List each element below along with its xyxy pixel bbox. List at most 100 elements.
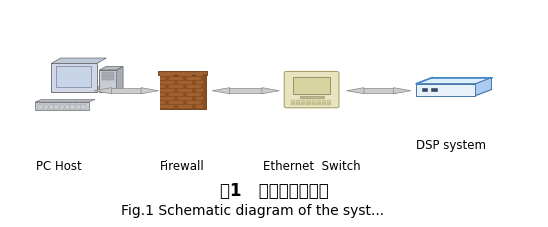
Bar xyxy=(306,104,311,105)
Bar xyxy=(65,108,70,109)
Bar xyxy=(60,108,65,109)
Polygon shape xyxy=(94,88,112,94)
Polygon shape xyxy=(35,99,95,102)
Bar xyxy=(296,104,300,105)
Bar xyxy=(81,105,86,106)
Bar xyxy=(101,78,115,80)
Bar xyxy=(38,108,43,109)
Bar xyxy=(54,105,59,106)
Bar xyxy=(160,73,174,76)
Bar xyxy=(301,103,305,104)
Bar xyxy=(301,102,305,103)
Bar xyxy=(56,66,92,87)
Bar xyxy=(290,103,295,104)
Bar xyxy=(306,102,311,103)
Bar xyxy=(81,103,86,104)
Bar xyxy=(49,106,54,108)
Bar xyxy=(81,108,86,109)
Bar xyxy=(44,108,48,109)
Bar xyxy=(322,100,326,101)
Bar xyxy=(76,103,81,104)
Bar xyxy=(101,75,115,77)
Bar xyxy=(44,106,48,108)
Bar xyxy=(296,103,300,104)
Bar xyxy=(51,64,97,92)
Bar xyxy=(160,97,174,100)
Bar xyxy=(169,93,183,96)
Bar xyxy=(178,73,192,76)
Bar xyxy=(416,84,475,96)
Text: 图1   系统结构示意图: 图1 系统结构示意图 xyxy=(220,182,328,200)
Bar xyxy=(178,105,192,108)
Bar xyxy=(187,77,201,80)
Bar xyxy=(49,103,54,104)
Bar xyxy=(317,100,321,101)
FancyBboxPatch shape xyxy=(284,72,339,108)
Text: DSP system: DSP system xyxy=(416,139,486,152)
Bar xyxy=(322,103,326,104)
Text: PC Host: PC Host xyxy=(36,160,82,173)
Bar xyxy=(81,106,86,108)
Polygon shape xyxy=(475,78,492,96)
Bar xyxy=(312,104,316,105)
Bar xyxy=(317,104,321,105)
Bar xyxy=(160,85,165,88)
Polygon shape xyxy=(99,67,123,70)
Polygon shape xyxy=(416,78,492,84)
Bar xyxy=(312,102,316,103)
Bar xyxy=(160,77,165,80)
Bar xyxy=(290,102,295,103)
Bar xyxy=(322,104,326,105)
Bar xyxy=(187,93,201,96)
Bar xyxy=(65,105,70,106)
Text: Firewall: Firewall xyxy=(161,160,205,173)
Bar xyxy=(363,88,395,93)
Bar xyxy=(312,100,316,101)
Bar xyxy=(169,77,183,80)
Bar xyxy=(160,101,165,104)
Bar xyxy=(196,81,203,84)
Polygon shape xyxy=(51,86,106,92)
Bar xyxy=(196,73,203,76)
Polygon shape xyxy=(416,89,492,96)
Bar xyxy=(187,101,201,104)
Bar xyxy=(76,106,81,108)
Bar xyxy=(293,77,330,94)
Bar xyxy=(160,81,174,84)
Bar xyxy=(196,97,203,100)
Bar xyxy=(290,104,295,105)
Bar xyxy=(65,103,70,104)
Bar xyxy=(296,102,300,103)
Bar xyxy=(312,103,316,104)
Bar xyxy=(301,100,305,101)
Bar xyxy=(60,106,65,108)
Bar xyxy=(431,88,437,91)
Bar xyxy=(160,75,206,109)
Bar xyxy=(49,105,54,106)
Bar xyxy=(71,103,75,104)
Bar xyxy=(54,103,59,104)
Polygon shape xyxy=(141,88,158,94)
Bar xyxy=(76,108,81,109)
Bar xyxy=(101,72,115,74)
Polygon shape xyxy=(262,88,279,94)
Bar xyxy=(160,105,174,108)
Bar xyxy=(38,106,43,108)
Bar xyxy=(301,104,305,105)
Bar xyxy=(110,88,142,93)
Bar xyxy=(327,104,332,105)
Bar xyxy=(60,103,65,104)
Bar xyxy=(178,89,192,92)
Bar xyxy=(71,108,75,109)
Bar xyxy=(196,89,203,92)
Polygon shape xyxy=(393,88,411,94)
Bar xyxy=(327,103,332,104)
Bar xyxy=(327,102,332,103)
Bar xyxy=(71,105,75,106)
Bar xyxy=(300,96,324,98)
Bar xyxy=(158,71,207,75)
Polygon shape xyxy=(212,88,230,94)
Bar xyxy=(169,85,183,88)
Text: Fig.1 Schematic diagram of the syst...: Fig.1 Schematic diagram of the syst... xyxy=(121,204,384,218)
Bar xyxy=(35,102,89,110)
